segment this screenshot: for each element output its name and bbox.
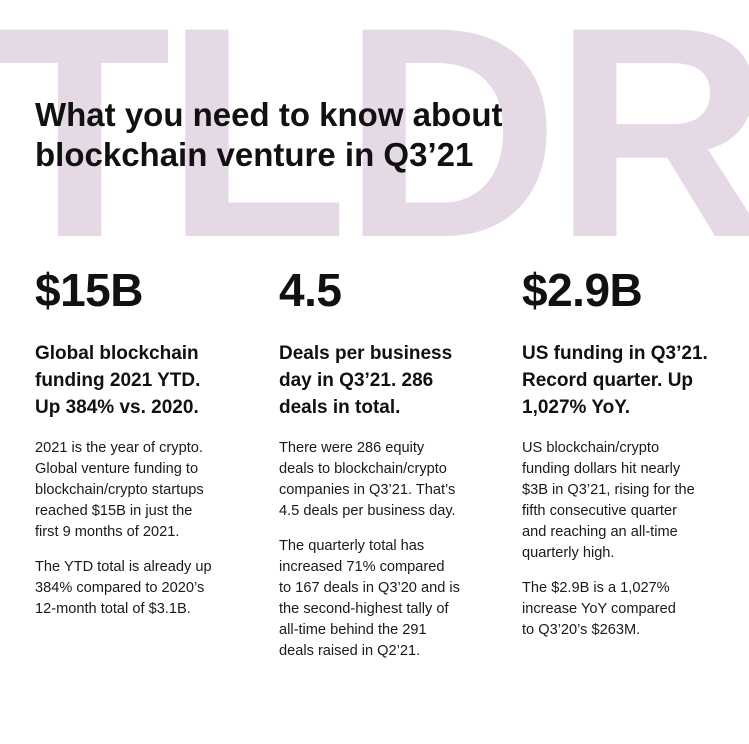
stat-value: 4.5 [279,264,342,316]
text-line: to 167 deals in Q3’20 and is [279,580,460,596]
text-line: reached $15B in just the [35,503,193,519]
subheading-line: US funding in Q3’21. [522,343,708,364]
subheading-line: funding 2021 YTD. [35,370,201,391]
text-line: the second-highest tally of [279,601,449,617]
subheading-line: Record quarter. Up [522,370,694,391]
text-line: The quarterly total has [279,538,425,554]
stat-value: $15B [35,264,143,316]
text-line: 4.5 deals per business day. [279,503,456,519]
text-line: first 9 months of 2021. [35,524,180,540]
description-paragraph: There were 286 equity deals to blockchai… [279,438,509,522]
description-paragraph: The quarterly total has increased 71% co… [279,536,509,662]
page-title: What you need to know about blockchain v… [35,95,635,175]
text-line: and reaching an all-time [522,524,678,540]
text-line: Global venture funding to [35,461,199,477]
text-line: 12-month total of $3.1B. [35,601,191,617]
tldr-watermark: TLDR [0,0,749,300]
text-line: 384% compared to 2020’s [35,580,205,596]
subheading-line: day in Q3’21. 286 [279,370,434,391]
stat-column-us-funding: $2.9B US funding in Q3’21. Record quarte… [522,262,744,638]
text-line: deals raised in Q2’21. [279,643,421,659]
stat-subheading: Deals per business day in Q3’21. 286 dea… [279,340,509,421]
stat-column-deals: 4.5 Deals per business day in Q3’21. 286… [279,262,504,659]
text-line: all-time behind the 291 [279,622,427,638]
stat-subheading: US funding in Q3’21. Record quarter. Up … [522,340,749,421]
text-line: increase YoY compared [522,601,676,617]
stat-description: US blockchain/crypto funding dollars hit… [522,438,749,655]
description-paragraph: 2021 is the year of crypto. Global ventu… [35,438,265,543]
description-paragraph: The $2.9B is a 1,027% increase YoY compa… [522,578,749,641]
text-line: 2021 is the year of crypto. [35,440,203,456]
text-line: companies in Q3’21. That’s [279,482,456,498]
text-line: There were 286 equity [279,440,425,456]
description-paragraph: US blockchain/crypto funding dollars hit… [522,438,749,564]
page-title-line-2: blockchain venture in Q3’21 [35,136,474,173]
text-line: The $2.9B is a 1,027% [522,580,670,596]
text-line: fifth consecutive quarter [522,503,677,519]
description-paragraph: The YTD total is already up 384% compare… [35,557,265,620]
text-line: increased 71% compared [279,559,445,575]
stat-description: 2021 is the year of crypto. Global ventu… [35,438,265,634]
subheading-line: Deals per business [279,343,453,364]
page-title-line-1: What you need to know about [35,96,503,133]
subheading-line: 1,027% YoY. [522,397,631,418]
subheading-line: Global blockchain [35,343,199,364]
text-line: The YTD total is already up [35,559,212,575]
stat-subheading: Global blockchain funding 2021 YTD. Up 3… [35,340,265,421]
text-line: quarterly high. [522,545,615,561]
text-line: to Q3’20’s $263M. [522,622,641,638]
text-line: funding dollars hit nearly [522,461,681,477]
subheading-line: deals in total. [279,397,401,418]
subheading-line: Up 384% vs. 2020. [35,397,199,418]
text-line: blockchain/crypto startups [35,482,204,498]
stat-value: $2.9B [522,264,643,316]
text-line: US blockchain/crypto [522,440,660,456]
stat-column-funding: $15B Global blockchain funding 2021 YTD.… [35,262,255,617]
text-line: $3B in Q3’21, rising for the [522,482,695,498]
stat-description: There were 286 equity deals to blockchai… [279,438,509,676]
text-line: deals to blockchain/crypto [279,461,447,477]
